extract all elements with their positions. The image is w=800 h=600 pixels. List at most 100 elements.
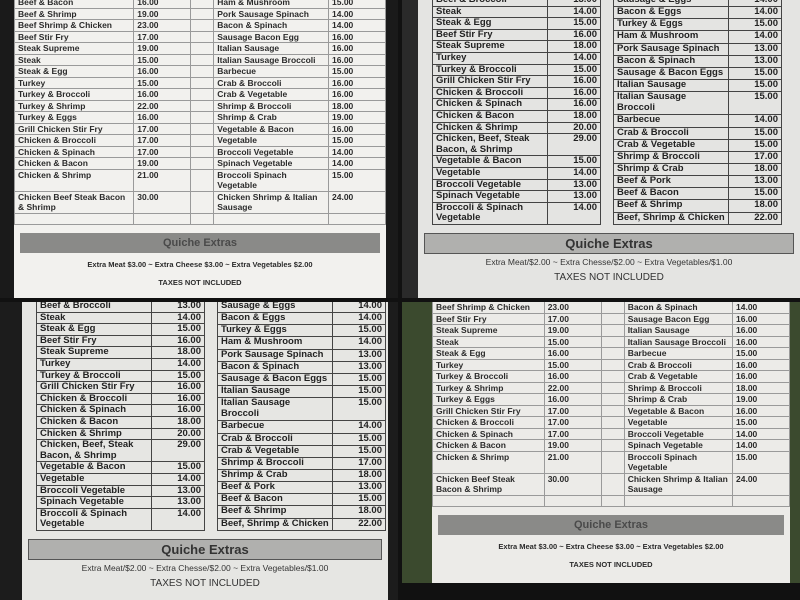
- menu-row: Chicken & Bacon 19.00 Spinach Vegetable …: [432, 439, 790, 452]
- item-price: 16.00: [133, 111, 192, 124]
- item-name: Turkey: [13, 76, 135, 89]
- menu-row: Beef & Pork 13.00: [217, 481, 386, 495]
- menu-row: Vegetable 14.00: [36, 472, 205, 486]
- item-name: Beef & Bacon: [13, 0, 135, 9]
- menu-row: Beef Stir Fry 16.00: [36, 334, 205, 348]
- item-price: 13.00: [547, 190, 601, 203]
- item-name: Vegetable: [213, 134, 329, 147]
- item-price: 18.00: [728, 162, 782, 177]
- menu-row: Ham & Mushroom 14.00: [613, 30, 782, 44]
- menu-table-right: Sausage & Eggs 14.00 Bacon & Eggs 14.00 …: [613, 0, 782, 225]
- item-price: 15.00: [547, 155, 601, 168]
- item-price: 17.00: [543, 427, 602, 440]
- menu-row: Chicken & Broccoli 17.00 Vegetable 15.00: [13, 134, 386, 147]
- item-price: 16.00: [151, 334, 205, 348]
- menu-row: Vegetable & Bacon 15.00: [36, 461, 205, 474]
- item-price: 15.00: [332, 324, 386, 338]
- menu-table-left: Beef & Broccoli 13.00 Steak 14.00 Steak …: [432, 0, 601, 225]
- item-price: 15.00: [133, 76, 192, 89]
- item-price: 14.00: [151, 357, 205, 371]
- menu-row: Broccoli Vegetable 13.00: [36, 484, 205, 498]
- taxes-note: TAXES NOT INCLUDED: [569, 560, 653, 569]
- item-price: 30.00: [133, 190, 192, 214]
- menu-row: Steak & Egg 15.00: [36, 323, 205, 336]
- menu-row: Steak & Egg 15.00: [432, 17, 601, 30]
- item-name: Shrimp & Crab: [213, 111, 329, 124]
- item-name: Grill Chicken Stir Fry: [432, 75, 548, 88]
- menu-row: Turkey & Eggs 16.00 Shrimp & Crab 19.00: [432, 393, 790, 406]
- item-price: 15.00: [151, 461, 205, 474]
- menu-row: Steak Supreme 18.00: [432, 40, 601, 53]
- item-name: Spinach Vegetable: [213, 157, 329, 170]
- item-price: 16.00: [543, 347, 602, 360]
- item-name: Ham & Mushroom: [213, 0, 329, 9]
- menu-row: Turkey 14.00: [36, 357, 205, 371]
- item-name: Shrimp & Broccoli: [623, 381, 734, 394]
- item-name: Steak: [13, 53, 135, 66]
- item-name: Steak & Egg: [432, 347, 545, 360]
- item-name: Chicken & Spinach: [432, 98, 548, 111]
- menu-row: Chicken & Shrimp 20.00: [36, 427, 205, 441]
- section-title: Quiche Extras: [438, 515, 784, 535]
- item-name: Barbecue: [613, 114, 729, 128]
- menu-row: Crab & Vegetable 15.00: [613, 138, 782, 152]
- item-name: Turkey & Shrimp: [13, 99, 135, 112]
- item-name: Steak: [432, 335, 545, 348]
- item-price: 16.00: [732, 370, 790, 383]
- menu-row: Beef & Shrimp 18.00: [217, 505, 386, 519]
- table-surface: [402, 583, 800, 600]
- item-name: Crab & Broccoli: [217, 432, 333, 446]
- item-price: 13.00: [728, 54, 782, 68]
- menu-row: Grill Chicken Stir Fry 17.00 Vegetable &…: [432, 404, 790, 417]
- item-name: Italian Sausage Broccoli: [213, 53, 329, 66]
- item-price: 29.00: [547, 133, 601, 157]
- menu-row: Sausage & Bacon Eggs 15.00: [217, 372, 386, 386]
- menu-row: Turkey & Broccoli 16.00 Crab & Vegetable…: [13, 88, 386, 101]
- item-name: Crab & Vegetable: [623, 370, 734, 383]
- menu-row: Steak & Egg 16.00 Barbecue 15.00: [13, 65, 386, 78]
- item-price: 21.00: [133, 168, 192, 192]
- item-name: Vegetable: [36, 472, 152, 486]
- menu-row: Italian Sausage 15.00: [217, 384, 386, 399]
- menu-row: Spinach Vegetable 13.00: [432, 190, 601, 203]
- item-name: Bacon & Spinach: [213, 19, 329, 32]
- item-price: 20.00: [151, 427, 205, 441]
- item-price: 18.00: [332, 468, 386, 483]
- item-price: 15.00: [151, 369, 205, 383]
- item-price: 22.00: [543, 381, 602, 394]
- item-name: Vegetable: [432, 166, 548, 180]
- item-name: Spinach Vegetable: [36, 496, 152, 509]
- item-price: 14.00: [732, 427, 790, 440]
- menu-row: Italian Sausage Broccoli 15.00: [217, 397, 386, 422]
- item-price: 16.00: [151, 381, 205, 394]
- item-name: Chicken Shrimp & Italian Sausage: [623, 472, 734, 496]
- menu-row: Ham & Mushroom 14.00: [217, 336, 386, 350]
- menu-row: Beef Stir Fry 17.00 Sausage Bacon Egg 16…: [13, 30, 386, 43]
- item-price: 15.00: [728, 78, 782, 93]
- item-price: 18.00: [547, 109, 601, 123]
- menu-row: Beef Shrimp & Chicken 23.00 Bacon & Spin…: [432, 302, 790, 314]
- photo-bottom-left: Beef & Broccoli 13.00 Steak 14.00 Steak …: [0, 302, 398, 600]
- item-price: 13.00: [332, 348, 386, 362]
- menu-row: Turkey & Eggs 15.00: [613, 18, 782, 32]
- item-price: 15.00: [151, 323, 205, 336]
- item-price: 17.00: [543, 416, 602, 429]
- extras-line: Extra Meat $3.00 ~ Extra Cheese $3.00 ~ …: [87, 260, 313, 269]
- item-price: 14.00: [332, 312, 386, 326]
- menu-row: Beef & Bacon 15.00: [217, 493, 386, 507]
- menu-row: Steak Supreme 19.00 Italian Sausage 16.0…: [432, 324, 790, 337]
- item-name: Chicken & Shrimp: [432, 450, 545, 474]
- item-name: Chicken & Bacon: [36, 415, 152, 429]
- item-name: Shrimp & Broccoli: [213, 99, 329, 112]
- item-price: 19.00: [732, 393, 790, 406]
- menu-row: Turkey 15.00 Crab & Broccoli 16.00: [13, 76, 386, 89]
- taxes-note: TAXES NOT INCLUDED: [150, 577, 260, 589]
- item-name: Sausage Bacon Egg: [213, 30, 329, 43]
- item-price: 16.00: [133, 65, 192, 78]
- item-price: 15.00: [328, 65, 386, 78]
- extras-line: Extra Meat/$2.00 ~ Extra Chesse/$2.00 ~ …: [485, 256, 733, 267]
- menu-row: Chicken, Beef, Steak Bacon, & Shrimp 29.…: [432, 133, 601, 157]
- item-price: 13.00: [728, 42, 782, 56]
- item-name: Broccoli & Spinach Vegetable: [432, 201, 548, 225]
- item-name: Vegetable & Bacon: [36, 461, 152, 474]
